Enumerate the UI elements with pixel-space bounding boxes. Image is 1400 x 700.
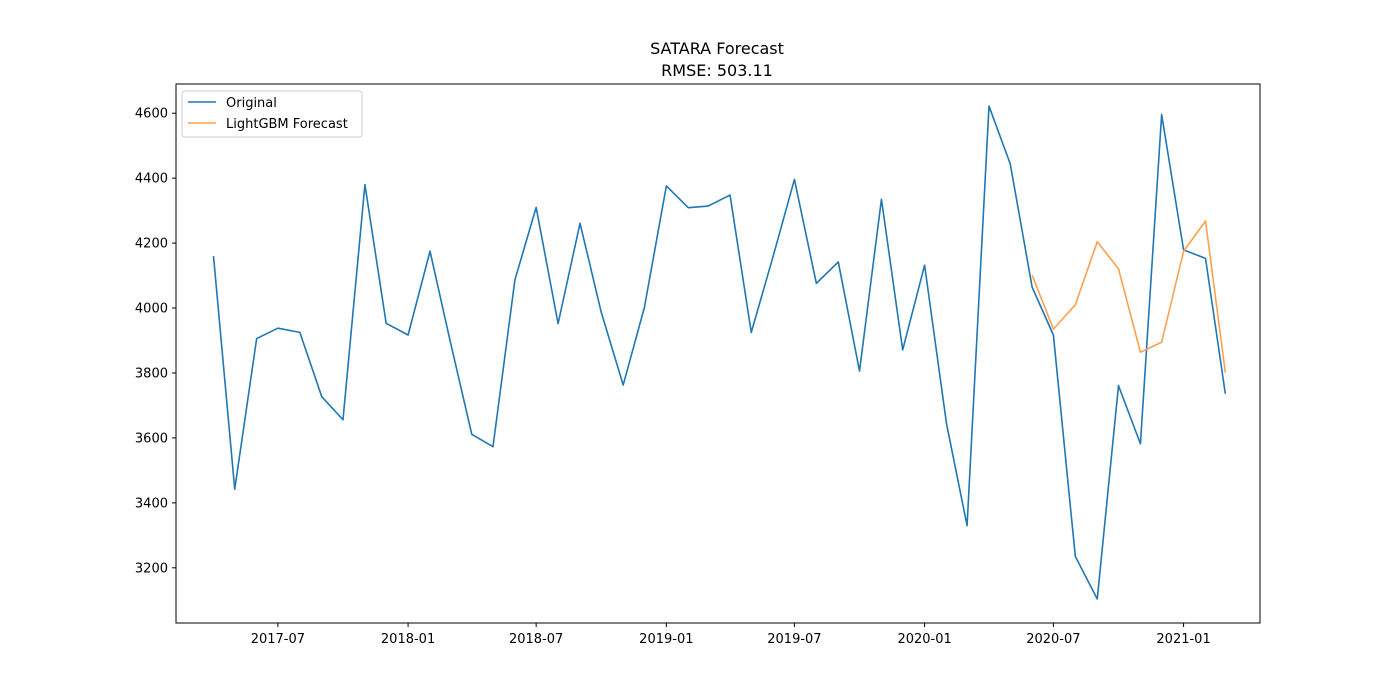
x-tick-label: 2018-07 <box>509 632 563 647</box>
y-tick-label: 3800 <box>135 366 168 381</box>
x-tick-label: 2017-07 <box>251 632 305 647</box>
series-line-original <box>212 105 1227 600</box>
x-tick-label: 2019-07 <box>767 632 821 647</box>
x-tick-label: 2018-01 <box>381 632 435 647</box>
x-tick-label: 2020-07 <box>1026 632 1080 647</box>
chart-title: SATARA Forecast <box>650 39 784 58</box>
y-tick-label: 4400 <box>135 172 168 187</box>
legend-label-original: Original <box>226 96 277 111</box>
y-tick-label: 4600 <box>135 107 168 122</box>
legend: Original LightGBM Forecast <box>181 90 363 138</box>
chart-subtitle: RMSE: 503.11 <box>661 61 773 80</box>
x-tick-label: 2020-01 <box>897 632 951 647</box>
y-tick-label: 3200 <box>135 561 168 576</box>
plot-frame <box>175 83 1261 624</box>
x-tick-label: 2019-01 <box>639 632 693 647</box>
y-tick-label: 4000 <box>135 302 168 317</box>
y-tick-label: 3400 <box>135 496 168 511</box>
y-tick-label: 4200 <box>135 237 168 252</box>
legend-box <box>181 90 363 138</box>
series-line-forecast <box>1031 220 1227 373</box>
y-tick-label: 3600 <box>135 431 168 446</box>
x-tick-label: 2021-01 <box>1156 632 1210 647</box>
legend-label-forecast: LightGBM Forecast <box>226 117 348 132</box>
